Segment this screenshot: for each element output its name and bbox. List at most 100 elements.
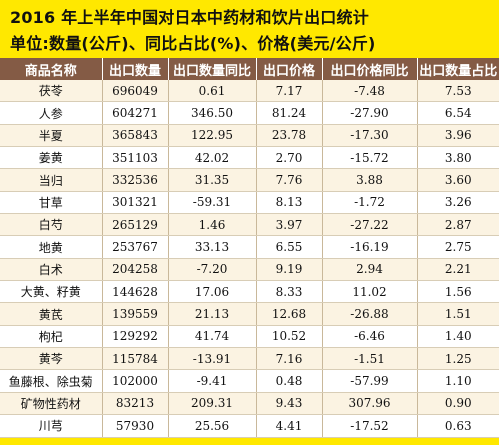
cell-quantity-yoy: -13.91 <box>167 347 256 371</box>
cell-export-quantity: 144628 <box>101 280 168 304</box>
cell-product-name: 黄芩 <box>0 347 102 371</box>
table-row: 茯苓 696049 0.61 7.17 -7.48 7.53 <box>0 80 499 103</box>
cell-price-yoy: -57.99 <box>321 369 417 393</box>
cell-price-yoy: -6.46 <box>321 325 417 349</box>
cell-price-yoy: 11.02 <box>321 280 417 304</box>
cell-product-name: 姜黄 <box>0 146 102 170</box>
cell-quantity-share: 3.26 <box>416 191 499 215</box>
cell-quantity-yoy: -9.41 <box>167 369 256 393</box>
cell-export-quantity: 102000 <box>101 369 168 393</box>
cell-price-yoy: 3.88 <box>321 168 417 192</box>
table-header-row: 商品名称 出口数量 出口数量同比 出口价格 出口价格同比 出口数量占比 <box>0 58 499 80</box>
cell-price-yoy: -27.90 <box>321 101 417 125</box>
cell-export-price: 12.68 <box>255 302 322 326</box>
cell-quantity-yoy: 1.46 <box>167 213 256 237</box>
cell-price-yoy: -26.88 <box>321 302 417 326</box>
table-row: 人参 604271 346.50 81.24 -27.90 6.54 <box>0 101 499 125</box>
column-header-quantity-share: 出口数量占比 <box>416 58 499 80</box>
cell-quantity-share: 7.53 <box>416 80 499 103</box>
table-row: 川芎 57930 25.56 4.41 -17.52 0.63 <box>0 414 499 438</box>
cell-quantity-share: 1.51 <box>416 302 499 326</box>
cell-quantity-yoy: 17.06 <box>167 280 256 304</box>
cell-export-quantity: 115784 <box>101 347 168 371</box>
cell-quantity-share: 3.96 <box>416 124 499 148</box>
cell-export-price: 8.33 <box>255 280 322 304</box>
cell-export-price: 7.17 <box>255 80 322 103</box>
cell-export-price: 7.76 <box>255 168 322 192</box>
cell-quantity-yoy: 25.56 <box>167 414 256 438</box>
cell-export-price: 81.24 <box>255 101 322 125</box>
cell-export-price: 4.41 <box>255 414 322 438</box>
cell-export-quantity: 57930 <box>101 414 168 438</box>
export-stats-table: 商品名称 出口数量 出口数量同比 出口价格 出口价格同比 出口数量占比 茯苓 69… <box>0 58 499 438</box>
cell-quantity-yoy: 346.50 <box>167 101 256 125</box>
table-row: 白芍 265129 1.46 3.97 -27.22 2.87 <box>0 213 499 237</box>
page-title: 2016 年上半年中国对日本中药材和饮片出口统计 <box>10 8 369 27</box>
cell-export-quantity: 265129 <box>101 213 168 237</box>
cell-price-yoy: -15.72 <box>321 146 417 170</box>
table-row: 黄芪 139559 21.13 12.68 -26.88 1.51 <box>0 302 499 326</box>
cell-export-quantity: 129292 <box>101 325 168 349</box>
table-row: 白术 204258 -7.20 9.19 2.94 2.21 <box>0 258 499 282</box>
cell-quantity-share: 3.80 <box>416 146 499 170</box>
cell-product-name: 矿物性药材 <box>0 392 102 416</box>
cell-quantity-share: 6.54 <box>416 101 499 125</box>
table-row: 地黄 253767 33.13 6.55 -16.19 2.75 <box>0 235 499 259</box>
cell-quantity-share: 0.63 <box>416 414 499 438</box>
table-row: 大黄、籽黄 144628 17.06 8.33 11.02 1.56 <box>0 280 499 304</box>
cell-product-name: 枸杞 <box>0 325 102 349</box>
cell-quantity-share: 1.40 <box>416 325 499 349</box>
cell-export-quantity: 253767 <box>101 235 168 259</box>
cell-product-name: 甘草 <box>0 191 102 215</box>
units-subtitle: 单位:数量(公斤)、同比占比(%)、价格(美元/公斤) <box>10 34 376 53</box>
table-body: 茯苓 696049 0.61 7.17 -7.48 7.53 人参 604271 346.50 8… <box>0 80 499 438</box>
cell-product-name: 大黄、籽黄 <box>0 280 102 304</box>
cell-product-name: 川芎 <box>0 414 102 438</box>
cell-quantity-yoy: 33.13 <box>167 235 256 259</box>
cell-export-price: 0.48 <box>255 369 322 393</box>
cell-export-quantity: 139559 <box>101 302 168 326</box>
cell-quantity-share: 2.21 <box>416 258 499 282</box>
cell-quantity-yoy: 209.31 <box>167 392 256 416</box>
cell-price-yoy: 2.94 <box>321 258 417 282</box>
table-row: 甘草 301321 -59.31 8.13 -1.72 3.26 <box>0 191 499 215</box>
cell-quantity-share: 2.75 <box>416 235 499 259</box>
cell-quantity-yoy: 41.74 <box>167 325 256 349</box>
cell-quantity-share: 3.60 <box>416 168 499 192</box>
table-row: 枸杞 129292 41.74 10.52 -6.46 1.40 <box>0 325 499 349</box>
cell-price-yoy: 307.96 <box>321 392 417 416</box>
cell-export-price: 23.78 <box>255 124 322 148</box>
cell-product-name: 地黄 <box>0 235 102 259</box>
cell-price-yoy: -27.22 <box>321 213 417 237</box>
cell-quantity-share: 0.90 <box>416 392 499 416</box>
cell-export-price: 7.16 <box>255 347 322 371</box>
column-header-price-yoy: 出口价格同比 <box>321 58 417 80</box>
cell-quantity-yoy: 0.61 <box>167 80 256 103</box>
cell-product-name: 白芍 <box>0 213 102 237</box>
table-row: 矿物性药材 83213 209.31 9.43 307.96 0.90 <box>0 392 499 416</box>
cell-price-yoy: -1.51 <box>321 347 417 371</box>
cell-export-price: 10.52 <box>255 325 322 349</box>
cell-export-price: 6.55 <box>255 235 322 259</box>
column-header-export-price: 出口价格 <box>255 58 322 80</box>
cell-quantity-share: 1.56 <box>416 280 499 304</box>
cell-export-price: 9.43 <box>255 392 322 416</box>
cell-quantity-yoy: 21.13 <box>167 302 256 326</box>
cell-product-name: 茯苓 <box>0 80 102 103</box>
cell-export-quantity: 332536 <box>101 168 168 192</box>
header-banner: 2016 年上半年中国对日本中药材和饮片出口统计 单位:数量(公斤)、同比占比(… <box>0 0 499 58</box>
cell-quantity-yoy: -7.20 <box>167 258 256 282</box>
cell-export-price: 8.13 <box>255 191 322 215</box>
cell-quantity-yoy: 42.02 <box>167 146 256 170</box>
cell-export-price: 3.97 <box>255 213 322 237</box>
table-row: 鱼藤根、除虫菊 102000 -9.41 0.48 -57.99 1.10 <box>0 369 499 393</box>
cell-product-name: 鱼藤根、除虫菊 <box>0 369 102 393</box>
cell-product-name: 半夏 <box>0 124 102 148</box>
cell-price-yoy: -17.52 <box>321 414 417 438</box>
column-header-export-quantity: 出口数量 <box>101 58 168 80</box>
cell-product-name: 白术 <box>0 258 102 282</box>
cell-export-quantity: 83213 <box>101 392 168 416</box>
cell-quantity-yoy: -59.31 <box>167 191 256 215</box>
cell-price-yoy: -7.48 <box>321 80 417 103</box>
cell-export-quantity: 604271 <box>101 101 168 125</box>
